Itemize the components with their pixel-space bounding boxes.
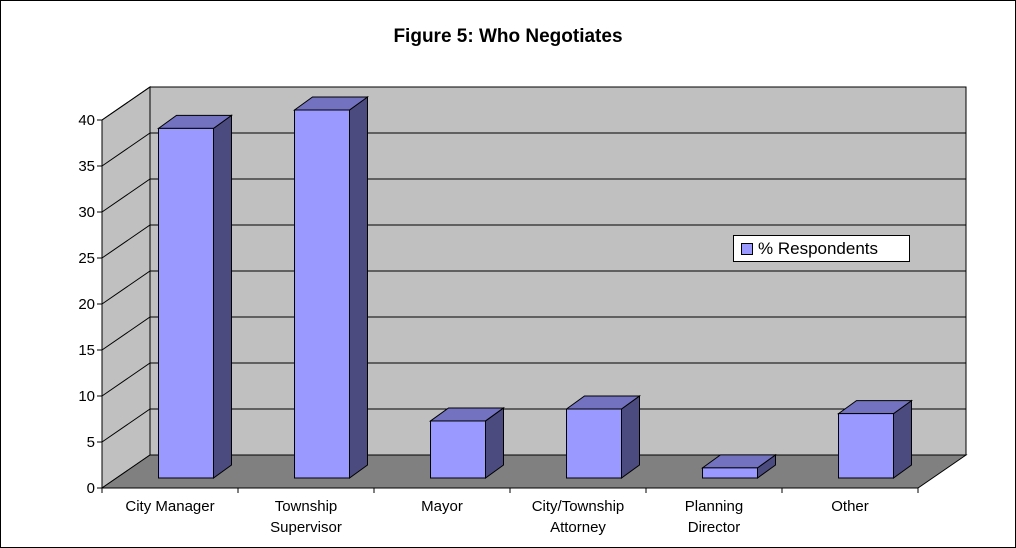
chart-title: Figure 5: Who Negotiates [393, 26, 623, 47]
gridlines [101, 86, 966, 443]
gridline [101, 270, 966, 305]
legend: % Respondents [733, 235, 910, 262]
bar-front [566, 408, 622, 479]
legend-label: % Respondents [758, 239, 879, 258]
y-tick-label: 25 [78, 250, 95, 267]
gridline [101, 86, 966, 121]
x-tick-label: City/Township Attorney [532, 498, 625, 536]
y-tick-label: 0 [87, 480, 95, 497]
legend-swatch [741, 243, 753, 255]
y-tick-label: 10 [78, 388, 95, 405]
gridline [101, 132, 966, 167]
bar-side [349, 96, 368, 479]
axes [97, 119, 919, 493]
y-tick-label: 5 [87, 434, 95, 451]
x-tick-label: Planning Director [685, 498, 743, 536]
gridline [101, 408, 966, 443]
y-tick-label: 20 [78, 296, 95, 313]
y-tick-label: 15 [78, 342, 95, 359]
bar [836, 399, 914, 479]
bar-side [621, 395, 640, 479]
bar-front [158, 127, 214, 479]
bar-front [430, 420, 486, 479]
x-tick-label: Mayor [421, 498, 463, 515]
y-tick-label: 40 [78, 112, 95, 129]
x-tick-labels: City Manager Township Supervisor Mayor City/… [125, 498, 868, 536]
bar-front [702, 467, 758, 479]
gridline [101, 362, 966, 397]
gridline [101, 316, 966, 351]
bar-front [838, 413, 894, 479]
x-tick-label: Township Supervisor [270, 498, 342, 536]
bar-front [294, 109, 350, 479]
bar [700, 453, 778, 479]
bar [428, 406, 506, 479]
y-tick-label: 35 [78, 158, 95, 175]
x-tick-label: City Manager [125, 498, 214, 515]
bar [564, 395, 642, 479]
gridline [101, 224, 966, 259]
bar [292, 96, 370, 479]
bar [156, 114, 234, 479]
gridline [101, 178, 966, 213]
y-tick-label: 30 [78, 204, 95, 221]
x-tick-label: Other [831, 498, 869, 515]
y-tick-labels: 0 5 10 15 20 25 30 35 40 [78, 112, 95, 497]
bars [156, 96, 914, 479]
bar-side [213, 114, 232, 479]
